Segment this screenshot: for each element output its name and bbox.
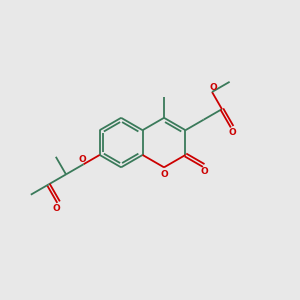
Text: O: O xyxy=(200,167,208,176)
Text: O: O xyxy=(79,155,86,164)
Text: O: O xyxy=(209,83,217,92)
Text: O: O xyxy=(160,170,168,179)
Text: O: O xyxy=(228,128,236,137)
Text: O: O xyxy=(53,204,61,213)
